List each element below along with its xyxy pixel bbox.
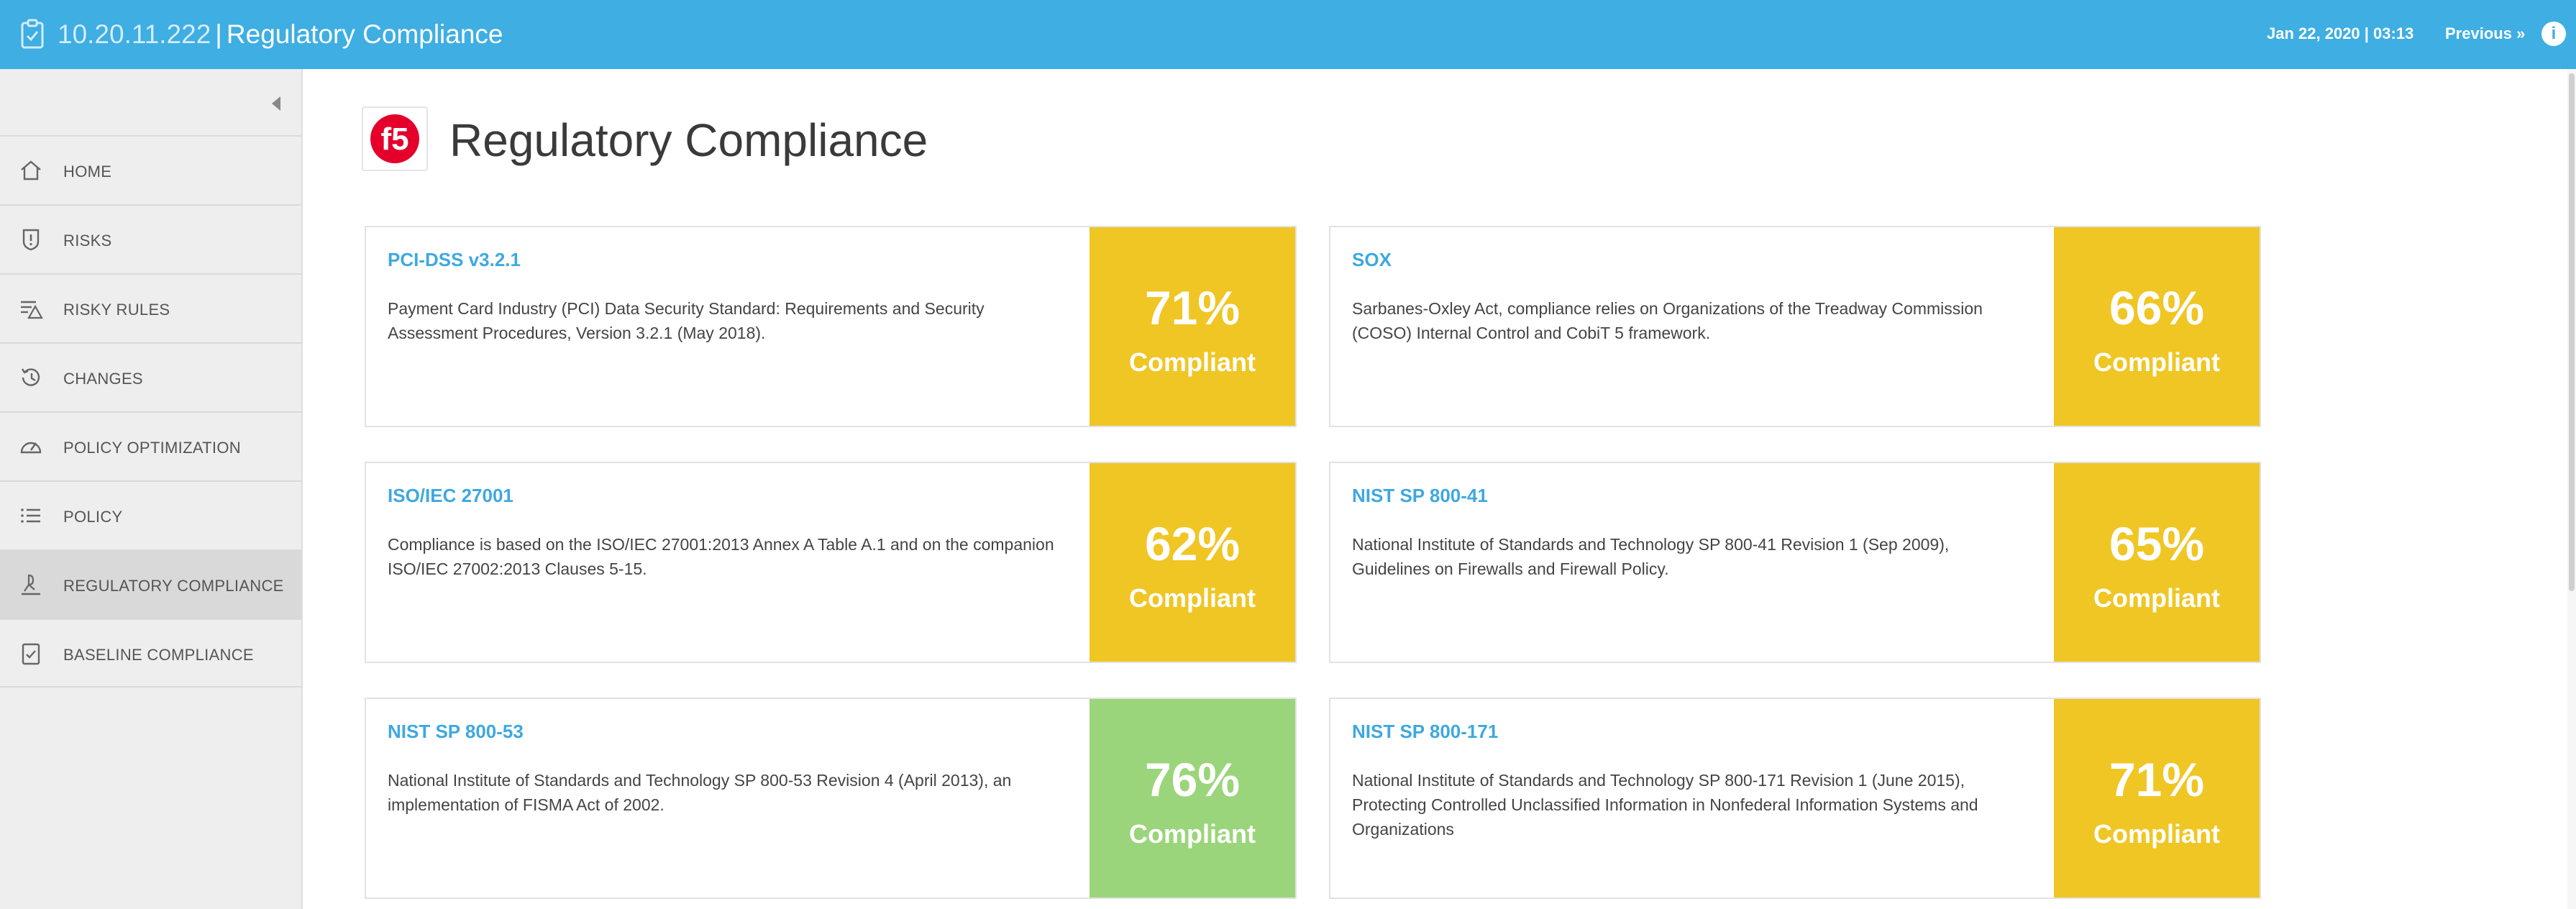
vertical-scrollbar[interactable]: [2567, 69, 2576, 909]
compliance-card-nist-800-171: NIST SP 800-171 National Institute of St…: [1329, 698, 2261, 899]
app-title: 10.20.11.222 | Regulatory Compliance: [58, 19, 503, 50]
compliance-percent: 66%: [2109, 281, 2205, 334]
clipboard-check-icon: [21, 19, 44, 49]
sidebar-item-policy[interactable]: POLICY: [0, 480, 301, 549]
sidebar: HOME RISKS RISKY RULES: [0, 69, 303, 909]
compliance-card-sox: SOX Sarbanes-Oxley Act, compliance relie…: [1329, 226, 2261, 427]
risky-rules-icon: [21, 301, 43, 319]
compliance-percent: 65%: [2109, 517, 2205, 570]
top-bar: 10.20.11.222 | Regulatory Compliance Jan 2…: [0, 0, 2576, 69]
sidebar-item-label: HOME: [63, 163, 112, 181]
compliance-card-pci-dss: PCI-DSS v3.2.1 Payment Card Industry (PC…: [365, 226, 1297, 427]
standard-description: Payment Card Industry (PCI) Data Securit…: [388, 299, 985, 342]
gauge-icon: [20, 442, 42, 454]
standard-link[interactable]: PCI-DSS v3.2.1: [388, 249, 521, 270]
compliance-card-nist-800-41: NIST SP 800-41 National Institute of Sta…: [1329, 462, 2261, 663]
compliance-score: 76% Compliant: [1090, 699, 1295, 897]
sidebar-nav: HOME RISKS RISKY RULES: [0, 135, 301, 688]
previous-label: Previous: [2445, 24, 2512, 42]
shield-alert-icon: [22, 229, 40, 251]
sidebar-item-label: REGULATORY COMPLIANCE: [63, 577, 284, 595]
compliance-card-nist-800-53: NIST SP 800-53 National Institute of Sta…: [365, 698, 1297, 899]
standard-description: National Institute of Standards and Tech…: [388, 771, 1012, 814]
standard-link[interactable]: SOX: [1352, 249, 1392, 270]
compliance-status: Compliant: [1129, 347, 1256, 377]
compliance-status: Compliant: [2093, 583, 2220, 613]
standard-description: Compliance is based on the ISO/IEC 27001…: [388, 535, 1054, 578]
compliance-status: Compliant: [2093, 347, 2220, 377]
checklist-icon: [22, 643, 40, 665]
scrollbar-thumb[interactable]: [2569, 73, 2575, 591]
compliance-status: Compliant: [1129, 819, 1256, 849]
standard-description: National Institute of Standards and Tech…: [1352, 535, 1950, 578]
compliance-card-iso-27001: ISO/IEC 27001 Compliance is based on the…: [365, 462, 1297, 663]
standard-link[interactable]: NIST SP 800-53: [388, 721, 524, 742]
standard-description: Sarbanes-Oxley Act, compliance relies on…: [1352, 299, 1983, 342]
f5-logo-icon: f5: [370, 114, 419, 163]
list-icon: [21, 508, 40, 523]
compliance-icon: [22, 574, 40, 595]
compliance-status: Compliant: [1129, 583, 1256, 613]
sidebar-item-label: BASELINE COMPLIANCE: [63, 646, 254, 664]
compliance-score: 71% Compliant: [1090, 227, 1295, 426]
title-separator: |: [215, 19, 222, 49]
compliance-percent: 76%: [1144, 753, 1241, 806]
home-icon: [21, 160, 41, 181]
double-chevron-right-icon: »: [2516, 24, 2526, 42]
f5-logo: f5: [362, 106, 428, 171]
sidebar-item-risky-rules[interactable]: RISKY RULES: [0, 273, 301, 342]
compliance-score: 62% Compliant: [1090, 463, 1295, 662]
sidebar-item-label: CHANGES: [63, 370, 143, 388]
compliance-percent: 71%: [2109, 753, 2205, 806]
compliance-status: Compliant: [2093, 819, 2220, 849]
compliance-score: 71% Compliant: [2054, 699, 2260, 897]
standard-link[interactable]: NIST SP 800-41: [1352, 485, 1488, 506]
standard-link[interactable]: NIST SP 800-171: [1352, 721, 1499, 742]
sidebar-item-label: POLICY OPTIMIZATION: [63, 439, 241, 457]
page-title: Regulatory Compliance: [449, 114, 928, 166]
previous-link[interactable]: Previous »: [2445, 24, 2525, 43]
standard-link[interactable]: ISO/IEC 27001: [388, 485, 513, 506]
sidebar-item-baseline-compliance[interactable]: BASELINE COMPLIANCE: [0, 618, 301, 688]
svg-text:f5: f5: [380, 122, 408, 157]
host-ip: 10.20.11.222: [58, 19, 211, 49]
compliance-percent: 62%: [1144, 517, 1241, 570]
sidebar-item-changes[interactable]: CHANGES: [0, 342, 301, 411]
compliance-percent: 71%: [1144, 281, 1241, 334]
sidebar-item-policy-optimization[interactable]: POLICY OPTIMIZATION: [0, 411, 301, 480]
sidebar-item-label: POLICY: [63, 508, 123, 526]
app-title-text: Regulatory Compliance: [226, 19, 503, 49]
compliance-score: 66% Compliant: [2054, 227, 2260, 426]
sidebar-item-regulatory-compliance[interactable]: REGULATORY COMPLIANCE: [0, 549, 301, 618]
collapse-sidebar-icon[interactable]: [266, 91, 285, 117]
compliance-score: 65% Compliant: [2054, 463, 2260, 662]
sidebar-item-label: RISKS: [63, 232, 112, 250]
history-icon: [21, 368, 40, 386]
info-icon[interactable]: i: [2541, 22, 2566, 46]
datetime-label: Jan 22, 2020 | 03:13: [2267, 24, 2414, 42]
sidebar-item-home[interactable]: HOME: [0, 135, 301, 204]
standard-description: National Institute of Standards and Tech…: [1352, 771, 1978, 839]
sidebar-item-label: RISKY RULES: [63, 301, 170, 319]
sidebar-item-risks[interactable]: RISKS: [0, 204, 301, 273]
